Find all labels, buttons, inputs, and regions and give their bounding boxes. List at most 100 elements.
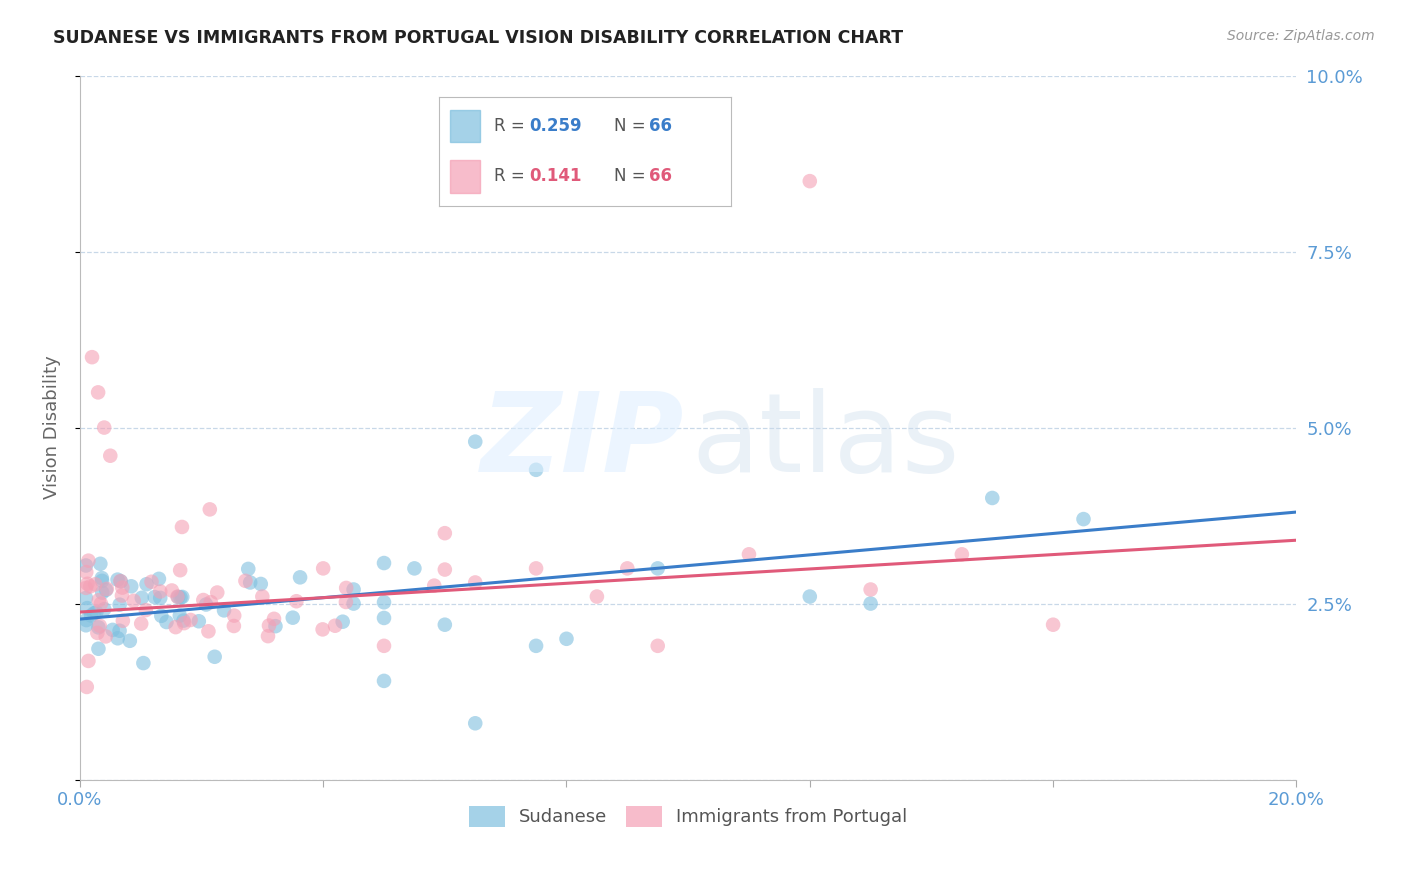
Text: atlas: atlas	[692, 388, 960, 495]
Point	[332, 615, 354, 629]
Point	[148, 572, 170, 586]
Text: Source: ZipAtlas.com: Source: ZipAtlas.com	[1227, 29, 1375, 43]
Point	[75, 591, 97, 605]
Point	[108, 598, 131, 612]
Point	[167, 590, 190, 604]
Point	[335, 581, 357, 595]
Point	[193, 593, 215, 607]
Point	[950, 547, 973, 561]
Point	[77, 654, 100, 668]
Point	[83, 607, 105, 621]
Point	[169, 608, 191, 623]
Point	[131, 591, 153, 605]
Point	[118, 633, 141, 648]
Point	[281, 610, 304, 624]
Point	[224, 608, 246, 623]
Point	[464, 575, 486, 590]
Point	[335, 595, 357, 609]
Point	[433, 617, 456, 632]
Point	[373, 556, 395, 570]
Point	[323, 618, 346, 632]
Point	[257, 618, 280, 632]
Point	[169, 563, 191, 577]
Point	[180, 613, 202, 627]
Point	[91, 574, 114, 588]
Y-axis label: Vision Disability: Vision Disability	[44, 356, 60, 500]
Point	[166, 590, 188, 604]
Point	[120, 579, 142, 593]
Point	[135, 577, 157, 591]
Point	[87, 385, 110, 400]
Point	[94, 582, 117, 597]
Point	[76, 601, 98, 615]
Point	[207, 585, 229, 599]
Point	[86, 605, 108, 619]
Point	[187, 614, 209, 628]
Point	[212, 603, 235, 617]
Point	[264, 619, 287, 633]
Point	[173, 616, 195, 631]
Point	[799, 590, 821, 604]
Point	[859, 597, 882, 611]
Point	[89, 557, 111, 571]
Point	[738, 547, 761, 561]
Point	[141, 574, 163, 589]
Point	[222, 619, 245, 633]
Point	[238, 562, 260, 576]
Point	[80, 608, 103, 623]
Point	[799, 174, 821, 188]
Point	[135, 603, 157, 617]
Point	[981, 491, 1004, 505]
Point	[173, 614, 195, 628]
Point	[87, 593, 110, 607]
Point	[155, 615, 177, 629]
Legend: Sudanese, Immigrants from Portugal: Sudanese, Immigrants from Portugal	[461, 798, 915, 834]
Point	[433, 563, 456, 577]
Point	[75, 565, 97, 579]
Point	[249, 577, 271, 591]
Point	[616, 561, 638, 575]
Point	[285, 594, 308, 608]
Point	[464, 434, 486, 449]
Point	[75, 558, 97, 573]
Point	[1042, 617, 1064, 632]
Point	[252, 590, 274, 604]
Point	[524, 639, 547, 653]
Point	[98, 449, 121, 463]
Point	[433, 526, 456, 541]
Point	[108, 624, 131, 638]
Point	[93, 420, 115, 434]
Point	[86, 626, 108, 640]
Point	[1073, 512, 1095, 526]
Point	[257, 629, 280, 643]
Point	[423, 579, 446, 593]
Point	[75, 618, 97, 632]
Point	[93, 602, 115, 616]
Point	[110, 574, 132, 589]
Point	[75, 613, 97, 627]
Point	[89, 619, 111, 633]
Point	[107, 573, 129, 587]
Point	[198, 502, 221, 516]
Point	[195, 598, 218, 612]
Point	[132, 656, 155, 670]
Point	[79, 579, 101, 593]
Point	[200, 595, 222, 609]
Point	[143, 590, 166, 604]
Point	[110, 574, 132, 588]
Point	[111, 581, 134, 595]
Point	[342, 597, 364, 611]
Point	[204, 649, 226, 664]
Point	[235, 574, 257, 588]
Point	[288, 570, 311, 584]
Point	[342, 582, 364, 597]
Point	[169, 591, 191, 605]
Point	[129, 616, 152, 631]
Point	[149, 591, 172, 605]
Point	[197, 624, 219, 639]
Point	[94, 629, 117, 643]
Point	[239, 575, 262, 590]
Point	[101, 623, 124, 637]
Point	[464, 716, 486, 731]
Point	[404, 561, 426, 575]
